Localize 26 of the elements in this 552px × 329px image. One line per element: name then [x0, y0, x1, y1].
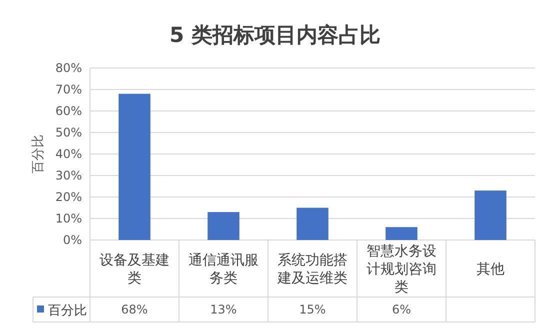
bar	[208, 212, 240, 240]
y-tick-label: 40%	[55, 146, 82, 161]
y-tick-label: 80%	[55, 60, 82, 75]
y-tick-label: 10%	[55, 211, 82, 226]
bar	[296, 208, 328, 240]
data-label: 68%	[121, 302, 148, 316]
data-label: 6%	[392, 302, 412, 316]
bar	[474, 190, 506, 240]
y-tick-label: 70%	[55, 82, 82, 96]
bar	[386, 227, 418, 240]
y-tick-label: 20%	[55, 190, 82, 204]
y-tick-label: 60%	[55, 104, 82, 118]
y-tick-label: 50%	[55, 125, 82, 140]
legend-label: 百分比	[48, 304, 87, 318]
bar	[118, 94, 150, 240]
y-axis-title: 百分比	[31, 134, 46, 174]
x-tick-label: 其他	[476, 262, 504, 278]
x-tick-label: 系统功能搭建及运维类	[276, 252, 348, 286]
x-tick-label: 设备及基建类	[100, 252, 170, 286]
y-tick-label: 30%	[55, 168, 82, 182]
chart-title: 5 类招标项目内容占比	[170, 23, 380, 47]
data-label: 15%	[299, 302, 326, 316]
data-label: 13%	[210, 302, 237, 316]
x-tick-label: 智慧水务设计规划咨询类	[366, 244, 436, 296]
x-tick-label: 通信通讯服务类	[188, 252, 258, 286]
y-tick-label: 0%	[62, 232, 82, 247]
